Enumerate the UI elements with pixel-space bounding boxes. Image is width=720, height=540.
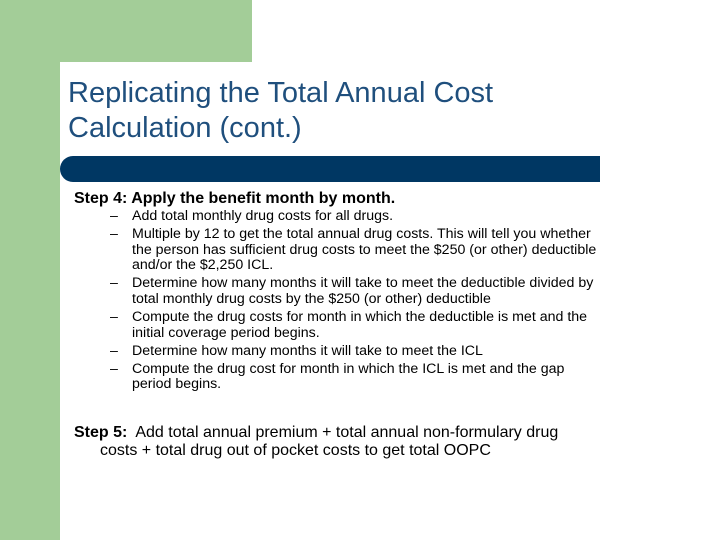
list-item-line: Determine how many months it will take t… <box>132 342 483 359</box>
list-item-line: and/or the $2,250 ICL. <box>132 257 274 274</box>
dash-bullet: – <box>110 309 118 326</box>
list-item-line: total monthly drug costs by the $250 (or… <box>132 290 491 307</box>
list-item-line: Multiple by 12 to get the total annual d… <box>132 226 591 243</box>
step-4-heading: Step 4: Apply the benefit month by month… <box>74 190 396 207</box>
green-left-band <box>0 0 60 540</box>
list-item: – Determine how many months it will take… <box>110 342 670 360</box>
step-5-text-line-2: costs + total drug out of pocket costs t… <box>100 442 491 459</box>
list-item-line: Add total monthly drug costs for all dru… <box>132 208 394 224</box>
list-item-line: Compute the drug costs for month in whic… <box>132 309 588 326</box>
list-item: – Determine how many months it will take… <box>110 276 670 307</box>
step-4-list: – Add total monthly drug costs for all d… <box>110 208 670 396</box>
dash-bullet: – <box>110 360 118 377</box>
content-area <box>60 62 720 540</box>
list-item: – Add total monthly drug costs for all d… <box>110 208 670 225</box>
dash-bullet: – <box>110 208 118 224</box>
list-item-line: Determine how many months it will take t… <box>132 275 594 292</box>
list-item-line: the person has sufficient drug costs to … <box>132 241 597 258</box>
step-5-label: Step 5: <box>74 424 128 441</box>
step-5-text-line-1: Add total annual premium + total annual … <box>127 424 559 441</box>
dash-bullet: – <box>110 275 118 292</box>
slide-title-line-2: Calculation (cont.) <box>68 112 302 144</box>
list-item-line: period begins. <box>132 376 222 393</box>
green-top-band <box>0 0 252 62</box>
list-item-line: Compute the drug cost for month in which… <box>132 360 565 377</box>
title-divider-bar <box>60 156 600 182</box>
slide-title-line-1: Replicating the Total Annual Cost <box>68 77 494 109</box>
slide-title: Replicating the Total Annual Cost Calcul… <box>68 76 628 146</box>
list-item: – Multiple by 12 to get the total annual… <box>110 226 670 274</box>
step-5-paragraph: Step 5: Add total annual premium + total… <box>74 424 654 460</box>
dash-bullet: – <box>110 226 118 243</box>
list-item: – Compute the drug costs for month in wh… <box>110 309 670 341</box>
dash-bullet: – <box>110 342 118 359</box>
list-item: – Compute the drug cost for month in whi… <box>110 360 670 393</box>
list-item-line: initial coverage period begins. <box>132 324 320 341</box>
